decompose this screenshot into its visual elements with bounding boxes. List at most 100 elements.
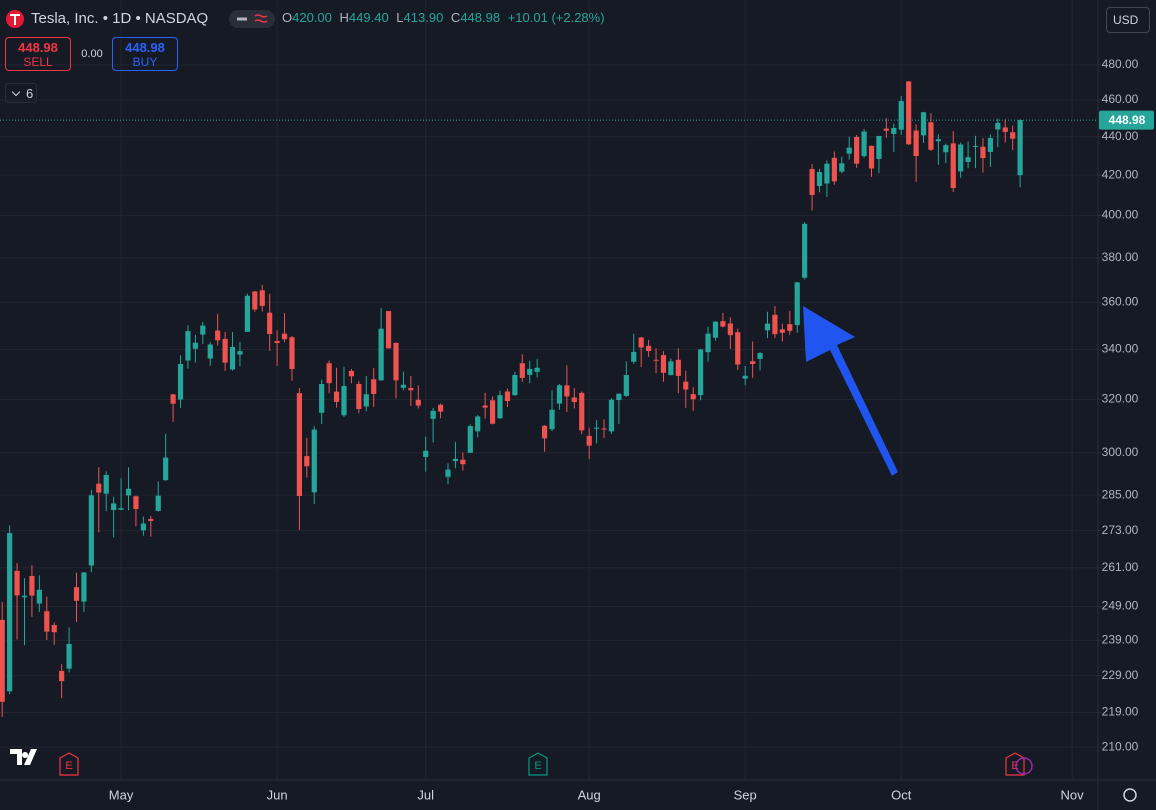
y-tick-label: 480.00: [1102, 57, 1139, 71]
candle-body: [935, 139, 941, 142]
candle-body: [452, 458, 459, 462]
candle-body: [51, 624, 57, 633]
candle-body: [928, 122, 934, 150]
symbol-logo-mark: [10, 14, 20, 25]
candle-body: [408, 388, 414, 391]
candle-body: [556, 385, 563, 404]
candle-body: [215, 330, 221, 341]
candle-body: [296, 393, 302, 496]
y-tick-label: 440.00: [1102, 129, 1139, 143]
candle-body: [861, 131, 867, 157]
currency-select[interactable]: USD: [1106, 7, 1150, 33]
candle-body: [616, 393, 622, 401]
candle-body: [809, 169, 815, 195]
candle-body: [363, 394, 369, 407]
candle-body: [148, 518, 154, 521]
ohlc-value: 448.98: [460, 10, 501, 25]
candle-body: [646, 345, 652, 352]
x-tick-label: Nov: [1061, 787, 1085, 802]
x-tick-label: Jun: [267, 787, 288, 802]
candle-body: [594, 427, 600, 429]
x-tick-label: Sep: [734, 787, 757, 802]
candle-body: [846, 147, 852, 154]
candle-body: [712, 321, 719, 338]
symbol-title: Tesla, Inc. • 1D • NASDAQ: [31, 10, 209, 27]
y-tick-label: 460.00: [1102, 92, 1139, 106]
candle-body: [534, 367, 540, 372]
candle-body: [720, 321, 726, 327]
candle-body: [497, 395, 503, 419]
status-pill-icon: [254, 14, 268, 23]
candle-body: [571, 397, 577, 403]
candle-body: [549, 409, 555, 430]
candle-body: [750, 361, 756, 364]
candle-body: [7, 533, 13, 692]
sell-label: SELL: [23, 55, 53, 69]
candle-body: [140, 523, 146, 531]
candle-body: [378, 328, 384, 381]
x-tick-label: Jul: [417, 787, 434, 802]
candle-body: [779, 329, 785, 333]
candle-body: [177, 364, 184, 400]
y-tick-label: 249.00: [1102, 599, 1139, 613]
candle-body: [690, 394, 696, 400]
candle-body: [787, 324, 793, 331]
candle-body: [802, 223, 808, 278]
candle-body: [683, 381, 689, 390]
last-price-tag: [1099, 110, 1154, 130]
candle-body: [304, 456, 310, 467]
candle-body: [764, 323, 771, 331]
sell-price: 448.98: [18, 40, 58, 55]
candle-body: [81, 572, 87, 602]
candle-body: [601, 428, 607, 430]
candle-body: [430, 410, 436, 419]
candle-body: [727, 323, 733, 336]
candle-body: [371, 379, 377, 394]
candle-body: [326, 363, 332, 384]
buy-button[interactable]: 448.98 BUY: [112, 37, 178, 71]
candle-body: [608, 399, 615, 432]
sell-button[interactable]: 448.98 SELL: [5, 37, 71, 71]
settings-icon[interactable]: [1123, 788, 1137, 802]
candle-body: [200, 325, 206, 335]
candle-body: [898, 101, 904, 130]
earnings-badge: [528, 752, 548, 776]
candle-body: [133, 496, 139, 509]
candle-body: [222, 338, 228, 363]
candle-body: [274, 341, 280, 344]
candle-body: [794, 282, 800, 326]
candle-body: [564, 385, 570, 397]
earnings-label: E: [1011, 760, 1018, 772]
candle-body: [757, 353, 763, 359]
candle-body: [579, 392, 585, 431]
candle-body: [660, 355, 667, 373]
candle-body: [958, 144, 964, 172]
grid: [0, 0, 1098, 780]
candle-body: [21, 595, 28, 598]
candle-body: [638, 337, 644, 348]
ohlc-key: C: [450, 10, 461, 25]
candle-body: [824, 163, 830, 184]
candle-body: [816, 171, 823, 187]
candle-body: [36, 589, 42, 604]
y-tick-label: 340.00: [1102, 342, 1139, 356]
spread: 0.00: [81, 48, 103, 60]
candle-body: [1010, 132, 1016, 139]
candle-body: [512, 375, 518, 396]
candle-body: [460, 459, 466, 465]
candle-body: [913, 130, 919, 157]
candle-body: [400, 384, 407, 388]
candle-body: [675, 359, 681, 376]
candle-body: [831, 157, 837, 182]
candle-body: [125, 488, 132, 496]
candle-body: [185, 331, 191, 361]
candle-body: [653, 359, 659, 361]
tradingview-logo: [10, 749, 37, 765]
candle-body: [0, 619, 5, 702]
indicators-toggle[interactable]: 6: [5, 83, 37, 103]
candle-body: [772, 314, 778, 335]
candle-body: [348, 370, 355, 377]
candle-body: [876, 135, 882, 159]
x-tick-label: Aug: [578, 787, 601, 802]
